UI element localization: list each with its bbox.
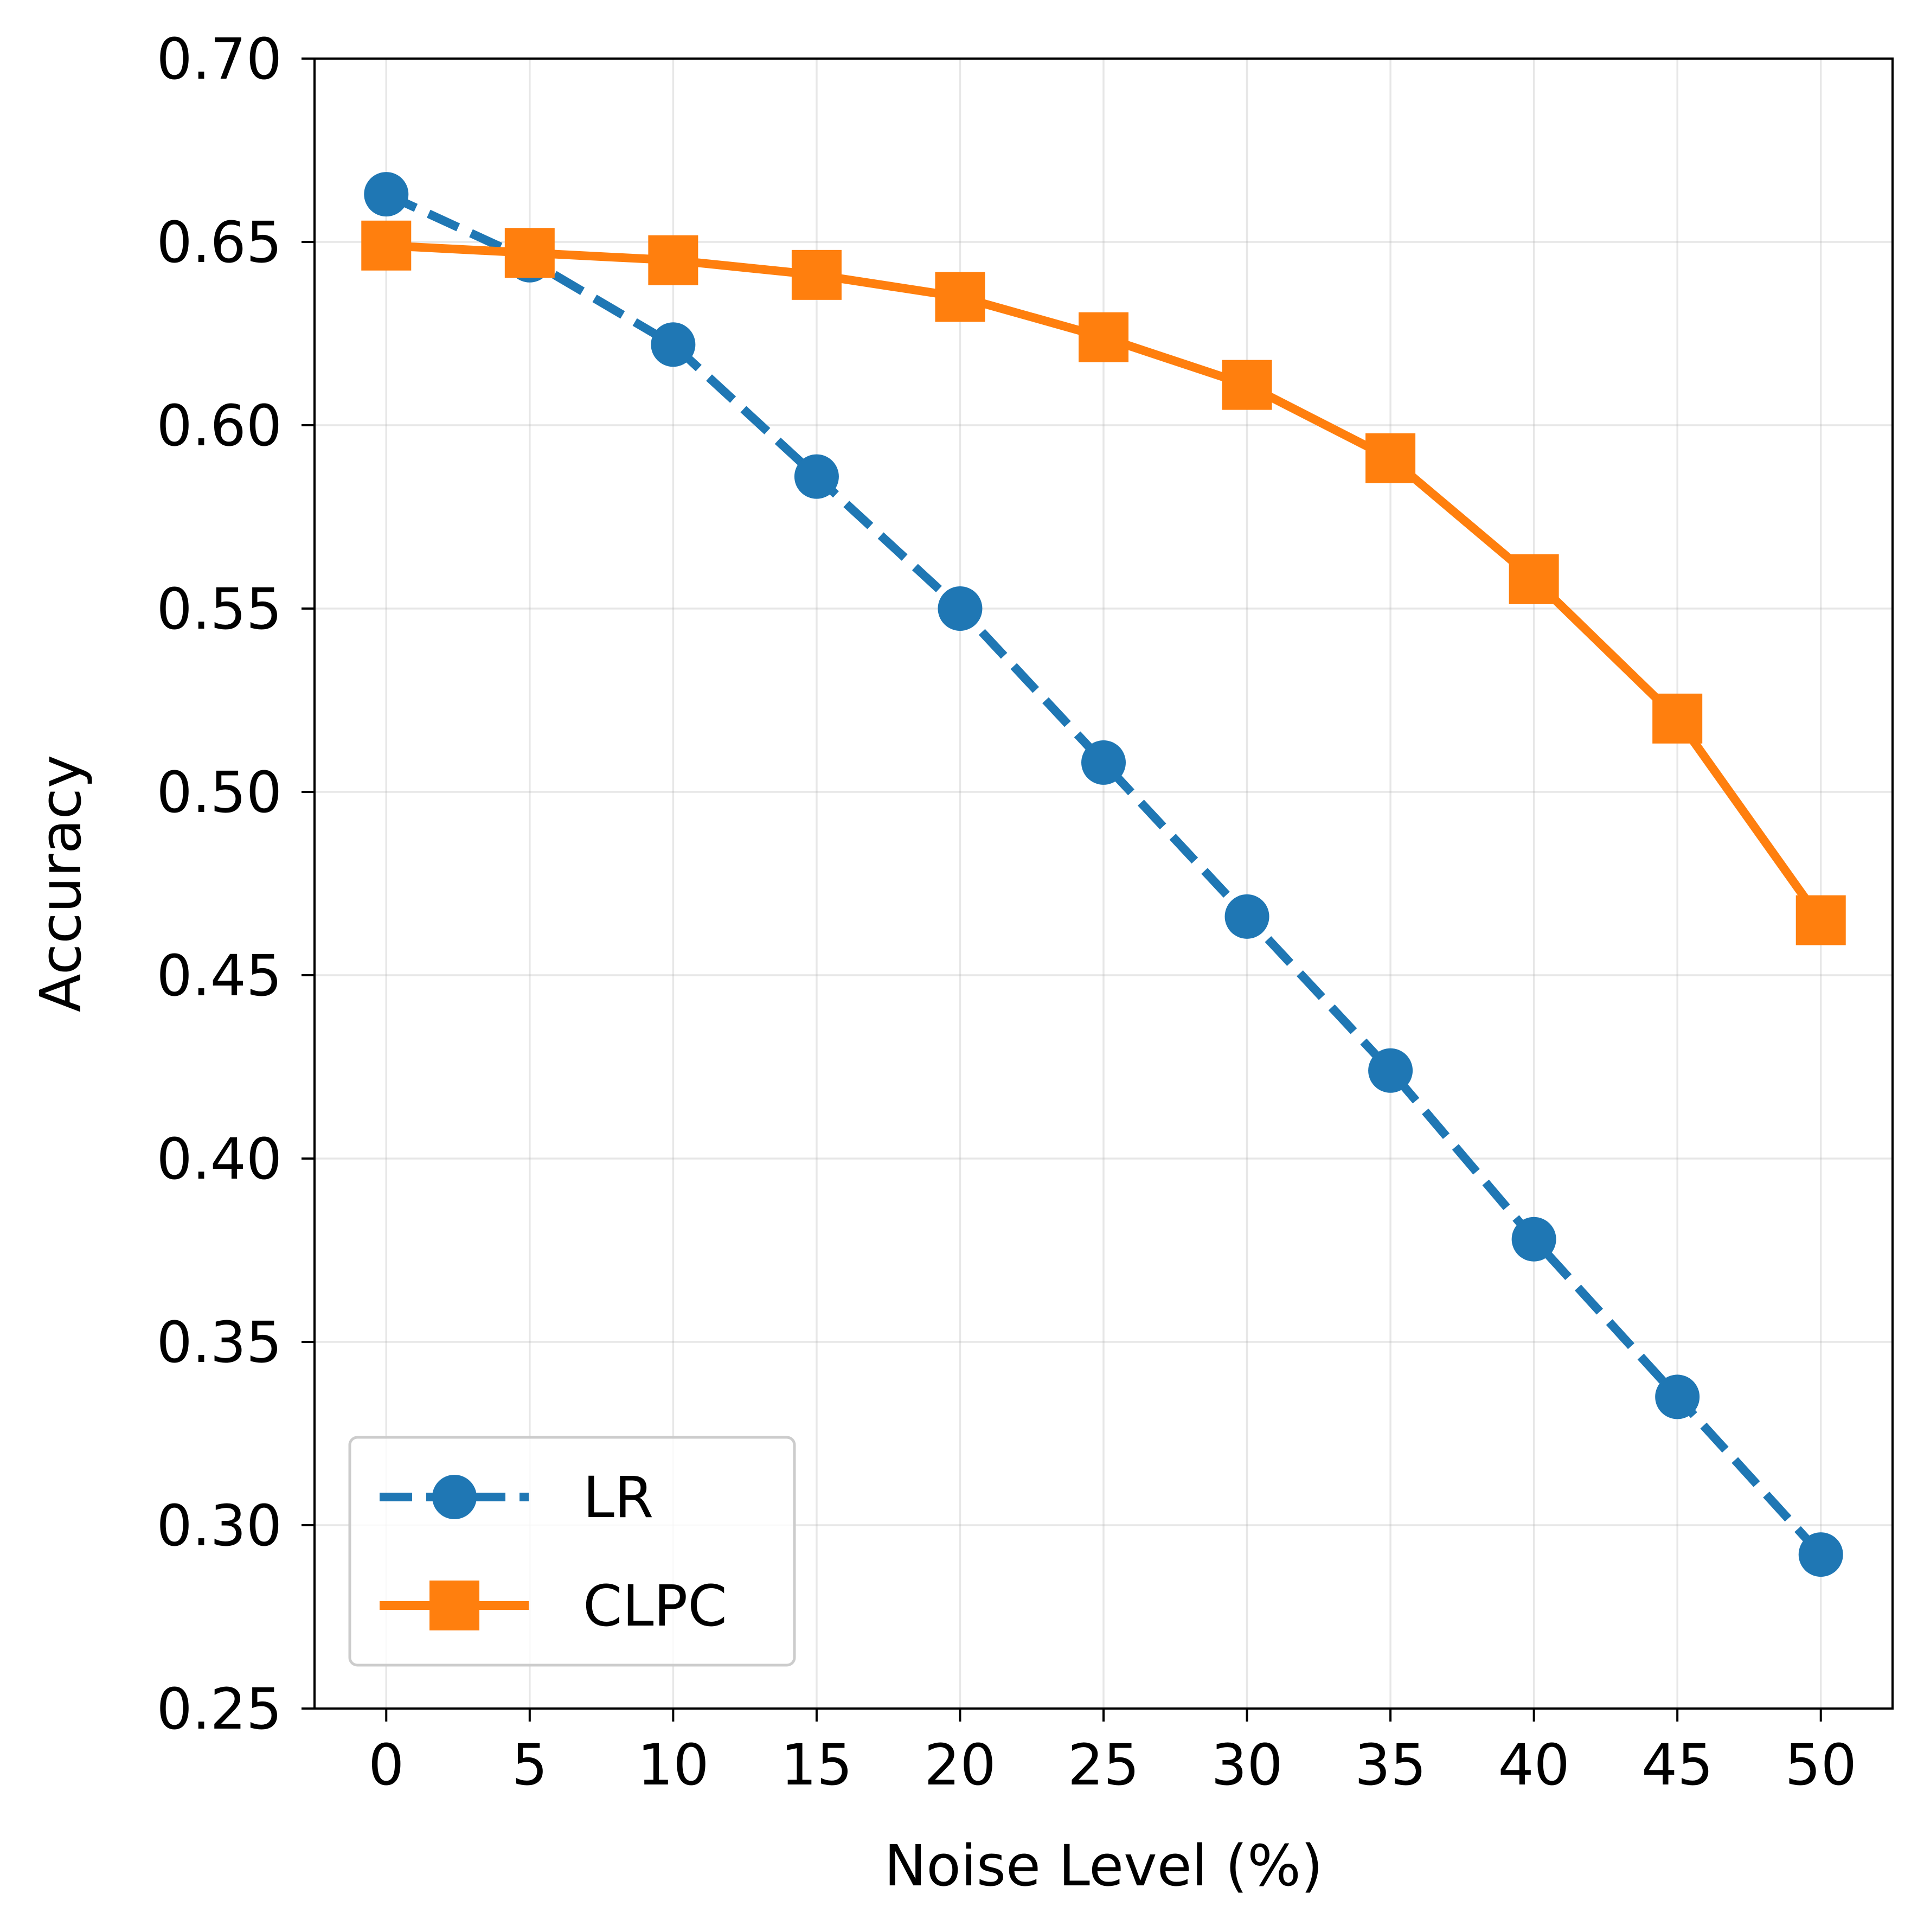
- data-point-lr: [938, 586, 983, 631]
- legend-marker-lr: [432, 1475, 477, 1519]
- data-point-clpc: [791, 250, 842, 300]
- data-point-clpc: [648, 235, 698, 285]
- x-tick-label: 50: [1785, 1732, 1857, 1798]
- y-tick-label: 0.55: [156, 576, 282, 642]
- y-tick-label: 0.30: [156, 1493, 282, 1559]
- x-tick-label: 30: [1211, 1732, 1282, 1798]
- x-tick-label: 15: [781, 1732, 852, 1798]
- x-tick-label: 5: [512, 1732, 548, 1798]
- y-tick-label: 0.60: [156, 393, 282, 459]
- series-layer: [361, 172, 1846, 1577]
- x-tick-label: 45: [1641, 1732, 1713, 1798]
- series-line-lr: [384, 190, 1824, 1558]
- legend-label-lr: LR: [583, 1464, 653, 1531]
- data-point-clpc: [1365, 433, 1416, 483]
- y-tick-label: 0.45: [156, 943, 282, 1009]
- y-tick-label: 0.70: [156, 26, 282, 92]
- legend: LR CLPC: [348, 1436, 796, 1667]
- data-point-lr: [651, 322, 696, 367]
- x-tick-label: 25: [1068, 1732, 1139, 1798]
- data-point-clpc: [1795, 895, 1846, 945]
- data-point-lr: [1655, 1374, 1700, 1419]
- data-point-lr: [794, 454, 839, 499]
- y-tick-label: 0.50: [156, 759, 282, 826]
- data-point-clpc: [361, 220, 412, 271]
- legend-box: [348, 1436, 796, 1667]
- y-tick-label: 0.40: [156, 1126, 282, 1192]
- x-tick-label: 0: [368, 1732, 404, 1798]
- legend-label-clpc: CLPC: [583, 1573, 727, 1639]
- data-point-lr: [1224, 894, 1269, 939]
- data-point-clpc: [1652, 693, 1703, 744]
- data-point-lr: [1798, 1532, 1843, 1577]
- legend-marker-clpc: [429, 1581, 479, 1630]
- data-point-clpc: [1222, 360, 1272, 410]
- y-tick-label: 0.35: [156, 1309, 282, 1376]
- data-point-clpc: [504, 228, 555, 278]
- x-tick-label: 35: [1355, 1732, 1426, 1798]
- y-tick-label: 0.65: [156, 209, 282, 276]
- x-tick-label: 20: [924, 1732, 996, 1798]
- y-tick-label: 0.25: [156, 1676, 282, 1742]
- x-tick-label: 40: [1498, 1732, 1569, 1798]
- data-point-clpc: [1079, 312, 1128, 362]
- data-point-clpc: [935, 272, 985, 322]
- x-axis-title: Noise Level (%): [884, 1833, 1323, 1899]
- y-axis: 0.25 0.30 0.35 0.40 0.45 0.50 0.55 0.60 0.65 0.70: [156, 26, 315, 1742]
- y-axis-title: Accuracy: [28, 755, 94, 1013]
- data-point-lr: [1368, 1048, 1413, 1093]
- x-axis: 0 5 10 15 20 25 30 35 40 45 50: [368, 1709, 1857, 1798]
- data-point-lr: [364, 172, 409, 217]
- data-point-clpc: [1509, 554, 1559, 604]
- data-point-lr: [1081, 740, 1126, 785]
- data-point-lr: [1511, 1217, 1556, 1262]
- x-tick-label: 10: [637, 1732, 709, 1798]
